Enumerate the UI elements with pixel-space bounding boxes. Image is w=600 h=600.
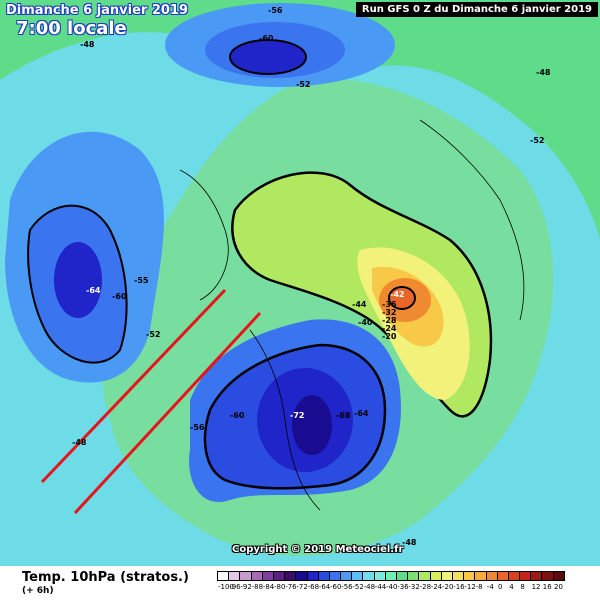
coastline-2: [419, 119, 525, 321]
color-scale-label: -24: [430, 583, 443, 591]
contour-label: -60: [112, 292, 127, 301]
color-scale-labels: -100 -96 -92 -88 -84 -80 -76 -72 -68 -64 -60 -56 -52…: [218, 583, 598, 593]
contour-label: -24: [382, 324, 397, 333]
color-scale-label: -52: [352, 583, 364, 591]
contour-label: -48: [536, 68, 551, 77]
contour-label: -52: [530, 136, 545, 145]
color-scale-label: 16: [542, 583, 552, 591]
color-scale-label: -20: [442, 583, 454, 591]
color-scale-label: -4: [486, 583, 494, 591]
color-scale-label: -44: [374, 583, 387, 591]
contour-label: -56: [190, 423, 205, 432]
contour-label: -40: [358, 318, 373, 327]
forecast-step: (+ 6h): [22, 586, 54, 596]
color-scale-label: -48: [363, 583, 376, 591]
contour-label: -20: [382, 332, 397, 341]
contour-label: -68: [336, 411, 351, 420]
color-scale-label: -56: [341, 583, 353, 591]
run-info: Run GFS 0 Z du Dimanche 6 janvier 2019: [355, 2, 598, 17]
color-scale-label: -32: [408, 583, 420, 591]
contour-label: -52: [296, 80, 311, 89]
color-scale-label: -88: [251, 583, 264, 591]
parameter-name: Temp. 10hPa (stratos.): [22, 570, 189, 585]
color-scale-cell: [552, 571, 565, 581]
contour-label: -48: [80, 40, 95, 49]
color-scale-label: -72: [296, 583, 308, 591]
color-scale-label: -68: [307, 583, 320, 591]
contour-label: -48: [402, 538, 417, 547]
contour-label: -55: [134, 276, 149, 285]
copyright-text: Copyright © 2019 Meteociel.fr: [232, 544, 404, 555]
color-scale-label: -36: [397, 583, 409, 591]
contour-label: -28: [382, 316, 397, 325]
color-scale-label: -100: [218, 583, 234, 591]
color-scale-label: -12: [464, 583, 476, 591]
color-scale: [217, 571, 565, 581]
color-scale-label: 12: [531, 583, 541, 591]
west-vortex-core: [54, 242, 102, 318]
color-scale-label: 4: [509, 583, 514, 591]
color-scale-label: 20: [554, 583, 563, 591]
color-scale-label: -40: [386, 583, 398, 591]
contour-label: -42: [390, 290, 405, 299]
color-scale-label: -96: [229, 583, 241, 591]
map-date: Dimanche 6 janvier 2019: [6, 3, 189, 18]
contour-label: -52: [146, 330, 161, 339]
contour-label: -36: [382, 300, 397, 309]
color-scale-label: -80: [274, 583, 286, 591]
contour-label: -44: [352, 300, 367, 309]
contour-label: -32: [382, 308, 397, 317]
contour-label: -60: [259, 34, 274, 43]
warm-core: [388, 286, 416, 310]
coastline-3: [249, 329, 321, 511]
color-scale-label: -64: [318, 583, 331, 591]
contour-label: -72: [290, 411, 305, 420]
color-scale-label: 0: [498, 583, 503, 591]
color-scale-label: -28: [419, 583, 432, 591]
annotation-line-1: [40, 288, 227, 484]
coastline-1: [179, 169, 229, 301]
color-scale-label: -60: [330, 583, 342, 591]
color-scale-label: -16: [453, 583, 465, 591]
color-scale-label: 8: [520, 583, 525, 591]
annotation-line-2: [73, 311, 262, 515]
contour-label: -56: [268, 6, 283, 15]
color-scale-label: -8: [475, 583, 483, 591]
map-time: 7:00 locale: [16, 18, 127, 39]
temperature-map: Dimanche 6 janvier 2019 7:00 locale Run …: [0, 0, 600, 566]
top-low-core: [229, 39, 307, 75]
contour-label: -64: [354, 409, 369, 418]
color-scale-label: -92: [240, 583, 252, 591]
map-canvas: [0, 3, 600, 566]
color-scale-label: -84: [262, 583, 275, 591]
color-scale-label: -76: [285, 583, 297, 591]
contour-label: -48: [72, 438, 87, 447]
contour-label: -64: [86, 286, 101, 295]
europe-vortex-core: [292, 395, 332, 455]
contour-label: -60: [230, 411, 245, 420]
